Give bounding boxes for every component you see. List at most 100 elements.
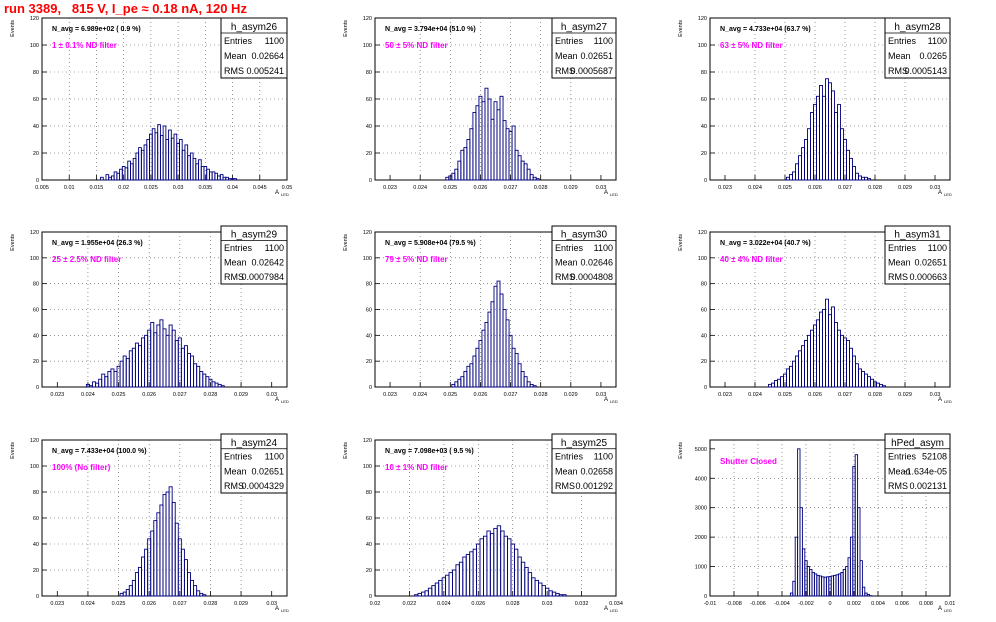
x-tick-label: 0.026 [471,601,485,607]
stats-label-mean: Mean [224,51,247,61]
y-tick-label: 100 [698,256,707,262]
y-tick-label: 40 [701,124,707,130]
stats-value-mean: 0.02651 [251,466,284,476]
y-tick-label: 120 [30,16,39,22]
stats-value-mean: 0.02664 [251,51,284,61]
y-tick-label: 40 [366,542,372,548]
x-tick-label: 0.025 [112,601,126,607]
histogram-panel-h_asym26: 0.005 0.01 0.015 0.02 0.025 0.03 0.035 0.04 0.04… [10,16,292,197]
x-axis-label: A [938,606,942,612]
x-tick-label: 0.035 [198,185,212,191]
y-tick-label: 60 [33,97,39,103]
y-tick-label: 80 [701,282,707,288]
filter-label: 63 ± 5% ND filter [720,41,783,50]
y-tick-label: 100 [30,464,39,470]
stats-label-entries: Entries [555,452,584,462]
y-axis-label: Events [678,234,684,251]
stats-box-title: h_asym24 [231,438,278,449]
x-axis-label: A [938,397,942,403]
x-axis-label: A [604,397,608,403]
histogram-bin [882,385,886,388]
x-tick-label: 0.027 [504,392,518,398]
y-tick-label: 80 [33,282,39,288]
x-tick-label: 0.03 [596,392,607,398]
x-tick-label: 0.03 [596,185,607,191]
y-tick-label: 100 [698,43,707,49]
x-tick-label: 0.023 [718,185,732,191]
x-axis-label-subscript: LED [610,192,618,197]
filter-label: 79 ± 5% ND filter [385,255,448,264]
histogram-panel-h_asym27: 0.023 0.024 0.025 0.026 0.027 0.028 0.029 0.03 0… [343,16,618,197]
stats-label-entries: Entries [224,452,253,462]
x-tick-label: 0.024 [748,185,762,191]
y-tick-label: 20 [701,151,707,157]
n-avg-label: N_avg = 7.098e+03 ( 9.5 %) [385,448,474,455]
x-tick-label: 0.01 [64,185,75,191]
histogram-panel-h_asym24: 0.023 0.024 0.025 0.026 0.027 0.028 0.029 0.03 0… [10,433,289,613]
x-tick-label: 0.027 [173,601,187,607]
stats-box-title: h_asym31 [894,230,941,241]
y-tick-label: 60 [366,308,372,314]
stats-box-title: h_asym27 [561,22,608,33]
x-tick-label: 0.027 [838,185,852,191]
x-tick-label: 0.028 [534,185,548,191]
y-tick-label: 80 [366,282,372,288]
x-tick-label: -0.01 [704,601,717,607]
y-tick-label: 0 [704,178,707,184]
stats-label-rms: RMS [888,481,908,491]
y-tick-label: 100 [363,256,372,262]
n-avg-label: N_avg = 7.433e+04 (100.0 %) [52,448,147,455]
x-axis-label-subscript: LED [610,608,618,613]
x-tick-label: 0.024 [81,392,95,398]
y-tick-label: 40 [366,124,372,130]
n-avg-label: N_avg = 3.794e+04 (51.0 %) [385,26,476,33]
y-tick-label: 40 [366,333,372,339]
x-tick-label: 0.05 [282,185,293,191]
x-tick-label: 0.026 [474,185,488,191]
stats-value-rms: 0.0004808 [570,272,613,282]
stats-box [551,433,617,494]
x-tick-label: 0.03 [542,601,553,607]
x-tick-label: 0.029 [564,185,578,191]
filter-label: 25 ± 2.5% ND filter [52,255,121,264]
histogram-bin [859,560,863,597]
x-axis-label-subscript: LED [944,399,952,404]
x-tick-label: 0.023 [383,392,397,398]
stats-value-entries: 1100 [265,452,284,462]
n-avg-label: N_avg = 6.989e+02 ( 0.9 %) [52,26,141,33]
stats-box [551,225,617,285]
histogram-panel-h_asym31: 0.023 0.024 0.025 0.026 0.027 0.028 0.029 0.03 0… [678,225,952,404]
histogram-bin [857,507,861,597]
stats-box [220,225,288,285]
x-tick-label: 0.024 [81,601,95,607]
stats-value-rms: 0.005241 [246,66,284,76]
y-tick-label: 100 [363,464,372,470]
stats-value-entries: 1100 [265,243,284,253]
stats-box [220,433,288,494]
stats-box-title: hPed_asym [891,438,944,449]
y-tick-label: 0 [369,385,372,391]
stats-box [220,17,288,79]
x-tick-label: -0.002 [798,601,814,607]
stats-label-entries: Entries [888,243,917,253]
x-tick-label: 0.023 [50,601,64,607]
x-tick-label: 0.025 [778,185,792,191]
y-tick-label: 60 [33,516,39,522]
x-axis-label: A [604,606,608,612]
stats-value-rms: 0.001292 [575,481,613,491]
x-tick-label: 0.02 [370,601,381,607]
x-tick-label: 0.026 [474,392,488,398]
run-title: run 3389, 815 V, I_pe ≈ 0.18 nA, 120 Hz [4,1,247,16]
stats-value-mean: 0.02651 [580,51,613,61]
stats-label-rms: RMS [888,66,908,76]
histogram-bin [202,594,207,597]
stats-label-rms: RMS [555,272,575,282]
stats-value-mean: 0.0265 [919,51,947,61]
x-axis-label: A [275,606,279,612]
x-tick-label: 0.023 [718,392,732,398]
stats-value-mean: 0.02658 [580,466,613,476]
stats-value-rms: 0.002131 [909,481,947,491]
x-tick-label: 0.023 [50,392,64,398]
stats-label-entries: Entries [555,243,584,253]
y-tick-label: 20 [366,359,372,365]
